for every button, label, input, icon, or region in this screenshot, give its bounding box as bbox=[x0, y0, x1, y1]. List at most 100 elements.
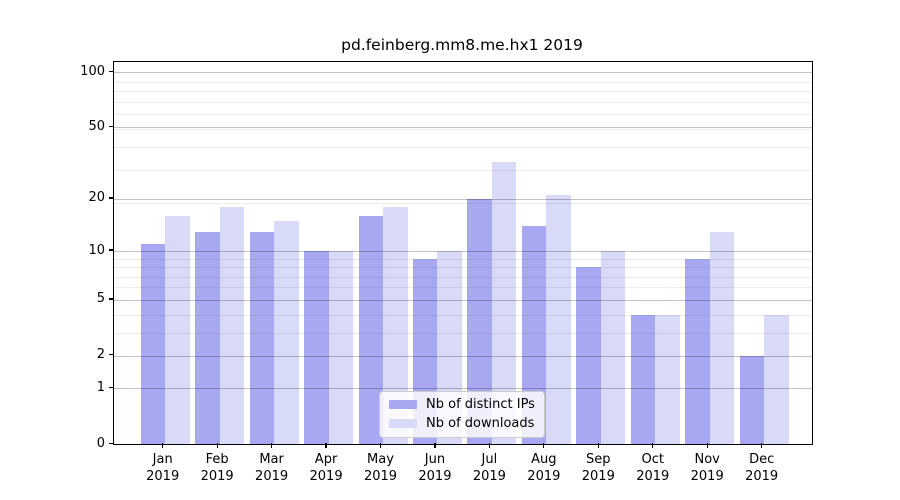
x-tick-month: Apr bbox=[314, 452, 338, 467]
x-tick-label: May 2019 bbox=[346, 451, 416, 485]
x-tick-month: Nov bbox=[694, 452, 720, 467]
y-tick-mark bbox=[108, 298, 113, 300]
minor-gridline bbox=[114, 128, 812, 130]
x-tick-mark bbox=[325, 443, 327, 448]
y-tick-mark bbox=[108, 249, 113, 251]
minor-gridline bbox=[114, 202, 812, 204]
y-tick-label: 2 bbox=[96, 347, 105, 363]
x-tick-mark bbox=[543, 443, 545, 448]
major-gridline bbox=[114, 299, 812, 301]
x-tick-label: Jun 2019 bbox=[400, 451, 470, 485]
y-tick-label: 10 bbox=[88, 242, 105, 258]
x-tick-year: 2019 bbox=[363, 469, 398, 484]
minor-gridline bbox=[114, 170, 812, 172]
x-tick-label: Apr 2019 bbox=[291, 451, 361, 485]
x-tick-label: Feb 2019 bbox=[182, 451, 252, 485]
major-gridline bbox=[114, 127, 812, 129]
legend-item-distinct-ips: Nb of distinct IPs bbox=[389, 397, 535, 412]
chart-title: pd.feinberg.mm8.me.hx1 2019 bbox=[341, 36, 583, 54]
legend-swatch-distinct-ips bbox=[389, 399, 417, 410]
x-tick-mark bbox=[488, 443, 491, 448]
minor-gridline bbox=[114, 91, 812, 93]
grid-layer bbox=[114, 62, 812, 444]
x-tick-label: Aug 2019 bbox=[509, 451, 579, 485]
bar-distinct-ips bbox=[304, 251, 329, 444]
minor-gridline bbox=[114, 81, 812, 83]
minor-gridline bbox=[114, 101, 812, 103]
x-tick-mark bbox=[761, 443, 763, 448]
x-tick-mark bbox=[379, 443, 382, 448]
bar-downloads bbox=[655, 314, 680, 444]
x-tick-month: May bbox=[367, 452, 394, 467]
x-tick-label: Sep 2019 bbox=[563, 451, 633, 485]
x-tick-month: Sep bbox=[586, 452, 611, 467]
x-tick-year: 2019 bbox=[309, 469, 343, 484]
x-tick-mark bbox=[162, 443, 164, 448]
legend-label-distinct-ips: Nb of distinct IPs bbox=[426, 397, 535, 412]
bar-distinct-ips bbox=[249, 231, 275, 444]
x-tick-month: Jun bbox=[424, 452, 446, 467]
y-tick-label: 50 bbox=[88, 118, 105, 134]
x-tick-month: Mar bbox=[259, 452, 284, 467]
bar-distinct-ips bbox=[685, 258, 710, 444]
legend-swatch-downloads bbox=[389, 418, 417, 429]
major-gridline bbox=[114, 355, 812, 357]
x-tick-year: 2019 bbox=[581, 469, 615, 484]
x-tick-month: Jul bbox=[481, 452, 498, 467]
bar-downloads bbox=[764, 314, 789, 444]
x-tick-year: 2019 bbox=[636, 469, 670, 484]
major-gridline bbox=[114, 388, 812, 390]
legend: Nb of distinct IPs Nb of downloads bbox=[379, 391, 545, 438]
x-tick-year: 2019 bbox=[146, 469, 180, 484]
y-tick-label: 5 bbox=[96, 291, 105, 307]
x-tick-year: 2019 bbox=[418, 469, 452, 484]
bar-downloads bbox=[709, 231, 735, 444]
minor-gridline bbox=[114, 114, 812, 116]
bar-distinct-ips bbox=[739, 355, 765, 444]
x-tick-year: 2019 bbox=[200, 469, 234, 484]
x-tick-mark bbox=[706, 443, 708, 448]
x-tick-mark bbox=[434, 443, 436, 448]
y-tick-mark bbox=[108, 354, 113, 356]
x-tick-month: Dec bbox=[749, 452, 775, 467]
x-tick-label: Mar 2019 bbox=[237, 451, 307, 485]
x-tick-label: Nov 2019 bbox=[672, 451, 742, 485]
minor-gridline bbox=[114, 258, 812, 260]
x-tick-year: 2019 bbox=[690, 469, 724, 484]
y-tick-label: 20 bbox=[88, 190, 105, 206]
x-tick-month: Feb bbox=[205, 452, 229, 467]
x-tick-mark bbox=[597, 443, 599, 448]
bar-distinct-ips bbox=[630, 314, 656, 444]
y-tick-mark bbox=[108, 125, 113, 128]
bar-downloads bbox=[165, 215, 190, 444]
bar-downloads bbox=[274, 220, 299, 444]
x-tick-label: Oct 2019 bbox=[618, 451, 688, 485]
minor-gridline bbox=[114, 287, 812, 289]
minor-gridline bbox=[114, 267, 812, 269]
bar-downloads bbox=[328, 251, 354, 444]
x-tick-month: Aug bbox=[531, 452, 557, 467]
legend-label-downloads: Nb of downloads bbox=[426, 416, 535, 431]
y-tick-mark bbox=[108, 442, 113, 444]
x-tick-mark bbox=[270, 443, 273, 448]
bar-distinct-ips bbox=[358, 215, 383, 444]
bar-distinct-ips bbox=[576, 267, 601, 444]
x-tick-year: 2019 bbox=[472, 469, 506, 484]
minor-gridline bbox=[114, 332, 812, 334]
minor-gridline bbox=[114, 314, 812, 316]
y-tick-label: 0 bbox=[96, 435, 105, 451]
bar-distinct-ips bbox=[195, 231, 220, 444]
x-tick-year: 2019 bbox=[255, 469, 289, 484]
minor-gridline bbox=[114, 146, 812, 148]
x-tick-label: Jul 2019 bbox=[454, 451, 524, 485]
minor-gridline bbox=[114, 276, 812, 278]
x-tick-mark bbox=[652, 443, 654, 448]
x-tick-mark bbox=[216, 443, 218, 448]
y-tick-mark bbox=[108, 70, 113, 72]
y-tick-label: 100 bbox=[80, 63, 105, 79]
y-tick-mark bbox=[108, 197, 113, 199]
major-gridline bbox=[114, 251, 812, 253]
major-gridline bbox=[114, 198, 812, 200]
x-tick-label: Jan 2019 bbox=[128, 451, 198, 485]
